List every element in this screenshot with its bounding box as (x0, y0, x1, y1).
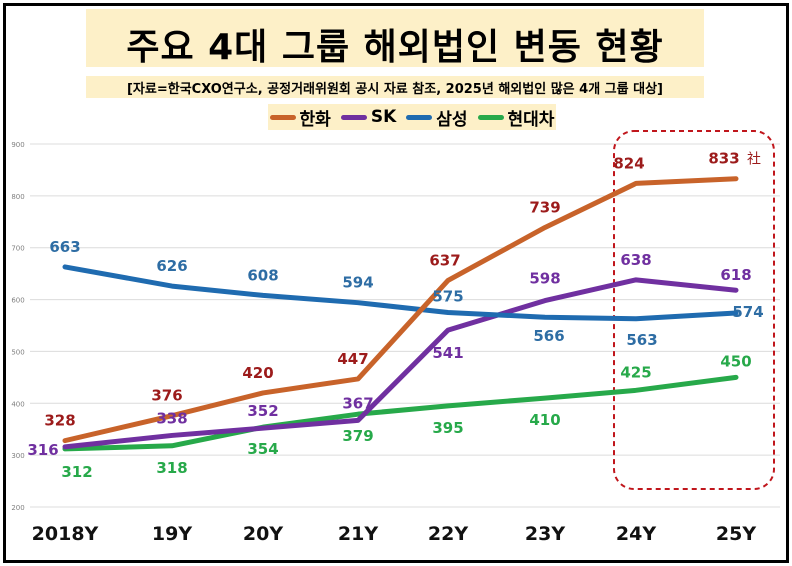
data-label-hyundai-5: 410 (529, 411, 560, 429)
legend-item-samsung: 삼성 (406, 105, 468, 130)
data-label-samsung-5: 566 (533, 327, 564, 345)
subtitle-box: [자료=한국CXO연구소, 공정거래위원회 공시 자료 참조, 2025년 해외… (86, 76, 704, 98)
data-label-sk-4: 541 (432, 344, 463, 362)
legend: 한화 SK 삼성 현대차 (268, 104, 556, 130)
data-label-hanwha-7: 833 (708, 150, 739, 168)
data-label-hyundai-2: 354 (247, 440, 278, 458)
x-tick-label-0: 2018Y (32, 523, 99, 545)
data-label-sk-2: 352 (247, 402, 278, 420)
data-label-samsung-3: 594 (342, 274, 373, 292)
data-label-hyundai-7: 450 (720, 352, 751, 370)
chart-title: 주요 4대 그룹 해외법인 변동 현황 (126, 27, 664, 68)
chart-subtitle: [자료=한국CXO연구소, 공정거래위원회 공시 자료 참조, 2025년 해외… (126, 82, 663, 97)
data-label-samsung-0: 663 (49, 238, 80, 256)
series-line-hanwha (62, 176, 739, 444)
y-tick-label-200: 200 (11, 504, 24, 512)
data-label-hyundai-6: 425 (620, 363, 651, 381)
y-tick-label-400: 400 (11, 400, 24, 408)
data-label-hanwha-1: 376 (151, 387, 182, 405)
legend-swatch-hanwha (269, 114, 296, 120)
data-label-hanwha-0: 328 (44, 412, 75, 430)
data-label-sk-1: 338 (156, 409, 187, 427)
legend-item-hyundai: 현대차 (477, 105, 555, 130)
highlight-box (613, 130, 775, 490)
series-line-hyundai (62, 374, 739, 452)
legend-label-hyundai: 현대차 (507, 109, 555, 130)
y-tick-label-900: 900 (11, 141, 24, 149)
data-label-samsung-2: 608 (247, 266, 278, 284)
data-label-sk-6: 638 (620, 251, 651, 269)
data-label-hyundai-4: 395 (432, 419, 463, 437)
x-tick-label-2: 20Y (243, 523, 283, 545)
legend-swatch-sk (340, 114, 367, 120)
data-label-sk-3: 367 (342, 394, 373, 412)
legend-swatch-hyundai (477, 114, 504, 120)
legend-label-hanwha: 한화 (299, 109, 331, 130)
x-tick-label-3: 21Y (338, 523, 378, 545)
y-tick-label-500: 500 (11, 348, 24, 356)
data-label-samsung-7: 574 (732, 303, 763, 321)
y-tick-label-300: 300 (11, 452, 24, 460)
x-tick-label-7: 25Y (716, 523, 756, 545)
data-label-hyundai-0: 312 (61, 463, 92, 481)
x-tick-label-4: 22Y (428, 523, 468, 545)
data-label-samsung-4: 575 (432, 288, 463, 306)
data-label-sk-7: 618 (720, 266, 751, 284)
data-label-samsung-1: 626 (156, 257, 187, 275)
data-label-hyundai-3: 379 (342, 427, 373, 445)
data-label-samsung-6: 563 (626, 331, 657, 349)
y-tick-label-700: 700 (11, 245, 24, 253)
x-tick-label-1: 19Y (152, 523, 192, 545)
data-label-sk-0: 316 (27, 441, 58, 459)
legend-label-sk: SK (370, 107, 397, 127)
x-tick-label-6: 24Y (616, 523, 656, 545)
legend-item-sk: SK (340, 107, 397, 127)
y-tick-label-800: 800 (11, 193, 24, 201)
data-label-hanwha-5: 739 (529, 198, 560, 216)
legend-item-hanwha: 한화 (269, 105, 331, 130)
title-box: 주요 4대 그룹 해외법인 변동 현황 (86, 9, 704, 68)
y-tick-label-600: 600 (11, 297, 24, 305)
data-label-hanwha-3: 447 (337, 350, 368, 368)
data-label-sk-5: 598 (529, 270, 560, 288)
data-label-hanwha-4: 637 (429, 251, 460, 269)
series-line-samsung (62, 264, 739, 322)
data-label-hyundai-1: 318 (156, 459, 187, 477)
data-label-hanwha-6: 824 (613, 154, 644, 172)
series-line-sk (62, 277, 739, 450)
data-label-hanwha-2: 420 (242, 364, 273, 382)
legend-swatch-samsung (406, 114, 433, 120)
annotation-unit: 社 (747, 152, 761, 168)
x-tick-label-5: 23Y (525, 523, 565, 545)
legend-label-samsung: 삼성 (436, 109, 468, 130)
